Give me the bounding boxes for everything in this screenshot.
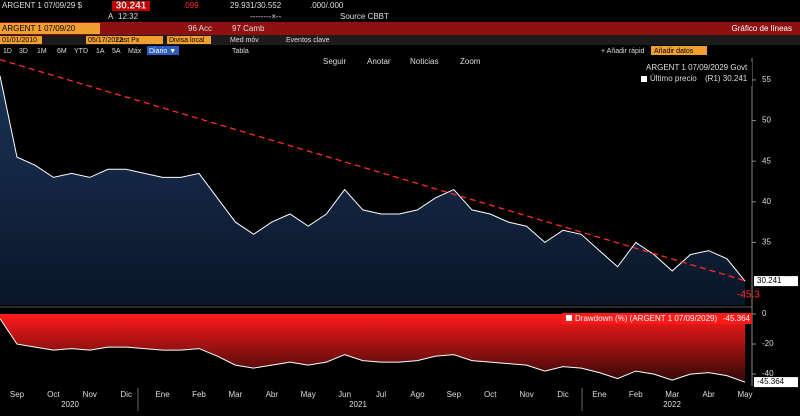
- time: 12:32: [118, 12, 139, 21]
- actions-menu[interactable]: 96 Acc: [188, 24, 212, 33]
- chart-tool[interactable]: Zoom: [460, 57, 481, 66]
- year-label: 2020: [61, 400, 79, 409]
- x-tick-label: Ago: [410, 390, 425, 399]
- yield: .000/.000: [310, 1, 344, 10]
- x-tick-label: Ene: [155, 390, 170, 399]
- x-tick-label: Ene: [592, 390, 607, 399]
- view-title: Gráfico de líneas: [732, 24, 792, 33]
- x-tick-label: Sep: [10, 390, 25, 399]
- chart-tool[interactable]: Noticias: [410, 57, 438, 66]
- add-data[interactable]: Añadir datos: [654, 48, 694, 55]
- x-tick-label: Abr: [266, 390, 279, 399]
- x-tick-label: Dic: [557, 390, 569, 399]
- x-tick-label: Oct: [484, 390, 497, 399]
- period-button[interactable]: Máx: [128, 48, 142, 55]
- chart-tool[interactable]: Anotar: [367, 57, 391, 66]
- period-button[interactable]: 6M: [57, 48, 67, 55]
- period-button[interactable]: 1A: [96, 48, 105, 55]
- start-input[interactable]: [0, 36, 42, 44]
- table[interactable]: Tabla: [232, 48, 249, 55]
- security-input[interactable]: [0, 23, 100, 34]
- frequency[interactable]: Diario ▼: [149, 48, 176, 55]
- x-tick-label: May: [737, 390, 752, 399]
- y-tick-label: 40: [762, 197, 771, 206]
- price-area: [0, 75, 745, 306]
- x-tick-label: Feb: [629, 390, 643, 399]
- x-tick-label: Jun: [338, 390, 351, 399]
- end-date[interactable]: 05/17/2022: [88, 37, 123, 44]
- legend-entry: Último precio: [650, 74, 697, 83]
- drawdown-area: [0, 314, 745, 383]
- period-button[interactable]: 3D: [19, 48, 28, 55]
- legend-entry: Drawdown (%) (ARGENT 1 07/09/2029): [575, 314, 717, 323]
- x-tick-label: Mar: [665, 390, 679, 399]
- source: Source CBBT: [340, 12, 389, 21]
- x-tick-label: Mar: [229, 390, 243, 399]
- legend-swatch: [566, 315, 572, 321]
- x-tick-label: Abr: [702, 390, 715, 399]
- dashes: --------×--: [250, 12, 282, 21]
- y-tick-label: 35: [762, 238, 771, 247]
- x-tick-label: Dic: [120, 390, 132, 399]
- last-value-label: -45.364: [757, 377, 785, 386]
- key-events[interactable]: Eventos clave: [286, 37, 330, 44]
- change-menu[interactable]: 97 Camb: [232, 24, 265, 33]
- end-input[interactable]: [86, 36, 130, 44]
- change: .099: [183, 1, 199, 10]
- legend-box: [562, 313, 752, 324]
- legend-swatch: [641, 76, 647, 82]
- time-prefix: A: [108, 12, 114, 21]
- last-value-box: [754, 377, 798, 388]
- y-tick-label: -40: [762, 369, 774, 378]
- quote-bar: [0, 0, 800, 22]
- x-tick-label: Sep: [447, 390, 462, 399]
- price: 30.241: [116, 1, 147, 12]
- x-tick-label: Jul: [376, 390, 386, 399]
- ticker: ARGENT 1 07/09/29 $: [2, 1, 82, 10]
- field-input[interactable]: [113, 36, 163, 44]
- period-button[interactable]: YTD: [74, 48, 88, 55]
- period-button[interactable]: 1D: [3, 48, 12, 55]
- currency[interactable]: Divisa local: [169, 37, 205, 44]
- x-tick-label: Nov: [519, 390, 533, 399]
- year-label: 2022: [663, 400, 681, 409]
- period-button[interactable]: 1M: [37, 48, 47, 55]
- price-box: [112, 1, 150, 11]
- moving-avg[interactable]: Med móv: [230, 37, 259, 44]
- year-label: 2021: [349, 400, 367, 409]
- y-tick-label: -20: [762, 339, 774, 348]
- legend-value: (R1) 30.241: [705, 74, 748, 83]
- settings-bar: [0, 35, 800, 45]
- trendline-label: -45.3: [737, 289, 760, 300]
- series-line: [0, 75, 746, 282]
- frequency-box[interactable]: [147, 46, 179, 55]
- add-data-box[interactable]: [651, 46, 707, 55]
- legend-value: -45.364: [723, 314, 751, 323]
- period-button[interactable]: 5A: [112, 48, 121, 55]
- y-tick-label: 55: [762, 75, 771, 84]
- quick-add[interactable]: + Añadir rápid: [601, 48, 644, 55]
- title-bar: [0, 22, 800, 35]
- y-tick-label: 0: [762, 309, 767, 318]
- y-tick-label: 50: [762, 116, 771, 125]
- field[interactable]: Last Px: [116, 37, 140, 44]
- legend-title: ARGENT 1 07/09/2029 Govt: [646, 63, 748, 72]
- range: 29.931/30.552: [230, 1, 282, 10]
- legend-box: [636, 62, 752, 86]
- chart-tool[interactable]: Seguir: [323, 57, 346, 66]
- start-date[interactable]: 01/01/2010: [2, 37, 37, 44]
- last-value-box: [754, 276, 798, 287]
- security[interactable]: ARGENT 1 07/09/20: [2, 24, 76, 33]
- y-tick-label: 45: [762, 156, 771, 165]
- currency-input[interactable]: [167, 36, 211, 44]
- x-tick-label: Oct: [47, 390, 60, 399]
- x-tick-label: Nov: [83, 390, 97, 399]
- series-line: [0, 318, 746, 383]
- last-value-label: 30.241: [757, 276, 782, 285]
- x-tick-label: Feb: [192, 390, 206, 399]
- x-tick-label: May: [301, 390, 316, 399]
